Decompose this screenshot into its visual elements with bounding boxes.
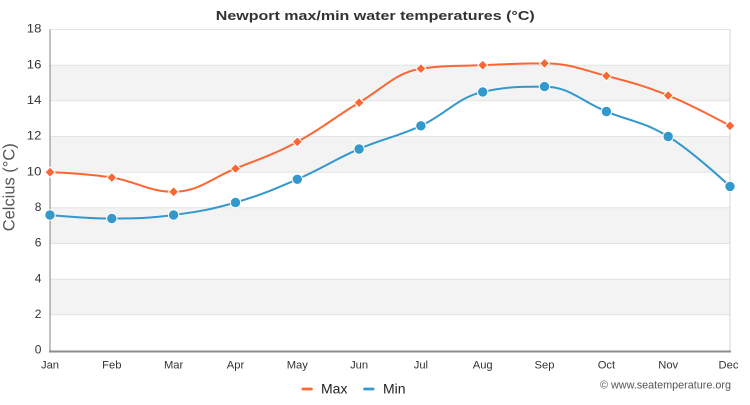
svg-text:© www.seatemperature.org: © www.seatemperature.org: [600, 380, 731, 392]
svg-text:Dec: Dec: [719, 360, 739, 372]
svg-text:Aug: Aug: [473, 360, 493, 372]
svg-text:10: 10: [27, 164, 42, 178]
svg-text:18: 18: [27, 22, 42, 36]
svg-text:May: May: [287, 360, 309, 372]
svg-text:0: 0: [35, 343, 42, 357]
svg-text:6: 6: [35, 236, 42, 250]
svg-text:2: 2: [35, 307, 42, 321]
svg-text:14: 14: [27, 93, 42, 107]
svg-text:Sep: Sep: [535, 360, 555, 372]
svg-text:Max: Max: [321, 381, 347, 397]
svg-text:Min: Min: [383, 381, 406, 397]
svg-text:4: 4: [35, 271, 42, 285]
svg-text:Jan: Jan: [41, 360, 59, 372]
svg-text:Nov: Nov: [658, 360, 678, 372]
svg-text:Feb: Feb: [102, 360, 121, 372]
svg-text:8: 8: [35, 200, 42, 214]
svg-text:Jul: Jul: [414, 360, 428, 372]
svg-text:Celcius (°C): Celcius (°C): [1, 143, 19, 231]
svg-text:Newport max/min water temperat: Newport max/min water temperatures (°C): [216, 9, 535, 23]
svg-text:Mar: Mar: [164, 360, 184, 372]
svg-text:12: 12: [27, 129, 42, 143]
svg-text:16: 16: [27, 57, 42, 71]
svg-text:Jun: Jun: [350, 360, 368, 372]
svg-text:Oct: Oct: [598, 360, 616, 372]
svg-text:Apr: Apr: [227, 360, 245, 372]
